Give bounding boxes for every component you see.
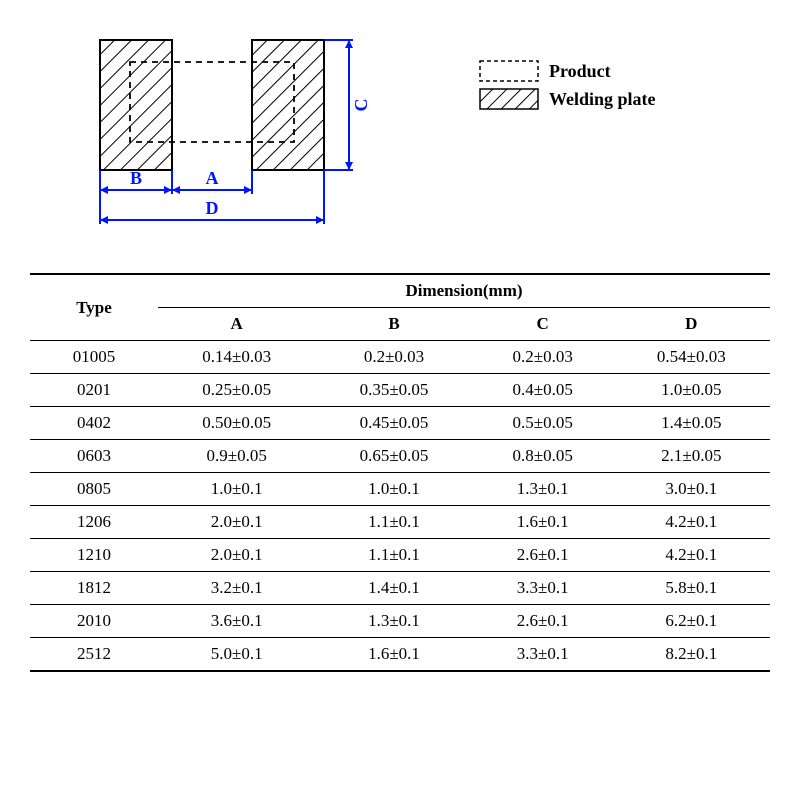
table-row: 010050.14±0.030.2±0.030.2±0.030.54±0.03 — [30, 341, 770, 374]
cell-B: 0.35±0.05 — [315, 374, 472, 407]
cell-type: 1210 — [30, 539, 158, 572]
cell-C: 3.3±0.1 — [473, 638, 613, 672]
cell-A: 5.0±0.1 — [158, 638, 315, 672]
table-row: 08051.0±0.11.0±0.11.3±0.13.0±0.1 — [30, 473, 770, 506]
cell-D: 3.0±0.1 — [613, 473, 770, 506]
legend-product: Product — [479, 60, 656, 82]
legend-product-label: Product — [549, 61, 611, 82]
svg-text:D: D — [206, 198, 219, 218]
cell-B: 1.4±0.1 — [315, 572, 472, 605]
diagram-svg: B AD C — [90, 30, 379, 240]
pad-diagram: B AD C — [90, 30, 379, 245]
cell-D: 8.2±0.1 — [613, 638, 770, 672]
table-row: 04020.50±0.050.45±0.050.5±0.051.4±0.05 — [30, 407, 770, 440]
cell-D: 5.8±0.1 — [613, 572, 770, 605]
cell-A: 0.50±0.05 — [158, 407, 315, 440]
cell-B: 1.1±0.1 — [315, 506, 472, 539]
cell-A: 0.25±0.05 — [158, 374, 315, 407]
legend-welding-label: Welding plate — [549, 89, 656, 110]
cell-type: 0805 — [30, 473, 158, 506]
col-A-header: A — [158, 308, 315, 341]
col-C-header: C — [473, 308, 613, 341]
cell-B: 0.65±0.05 — [315, 440, 472, 473]
cell-type: 0201 — [30, 374, 158, 407]
svg-text:C: C — [351, 99, 371, 112]
cell-D: 0.54±0.03 — [613, 341, 770, 374]
cell-type: 1812 — [30, 572, 158, 605]
table-row: 18123.2±0.11.4±0.13.3±0.15.8±0.1 — [30, 572, 770, 605]
cell-A: 2.0±0.1 — [158, 506, 315, 539]
cell-B: 1.0±0.1 — [315, 473, 472, 506]
cell-B: 1.3±0.1 — [315, 605, 472, 638]
cell-D: 6.2±0.1 — [613, 605, 770, 638]
cell-D: 1.4±0.05 — [613, 407, 770, 440]
cell-C: 1.3±0.1 — [473, 473, 613, 506]
col-B-header: B — [315, 308, 472, 341]
col-D-header: D — [613, 308, 770, 341]
cell-type: 0603 — [30, 440, 158, 473]
svg-text:A: A — [206, 168, 219, 188]
pad-left — [100, 40, 172, 170]
svg-text:B: B — [130, 168, 142, 188]
cell-D: 2.1±0.05 — [613, 440, 770, 473]
cell-type: 0402 — [30, 407, 158, 440]
table-row: 02010.25±0.050.35±0.050.4±0.051.0±0.05 — [30, 374, 770, 407]
cell-A: 0.14±0.03 — [158, 341, 315, 374]
cell-type: 2512 — [30, 638, 158, 672]
cell-type: 2010 — [30, 605, 158, 638]
cell-D: 1.0±0.05 — [613, 374, 770, 407]
cell-C: 3.3±0.1 — [473, 572, 613, 605]
cell-B: 1.6±0.1 — [315, 638, 472, 672]
cell-C: 2.6±0.1 — [473, 605, 613, 638]
cell-B: 0.45±0.05 — [315, 407, 472, 440]
table-row: 12062.0±0.11.1±0.11.6±0.14.2±0.1 — [30, 506, 770, 539]
cell-type: 1206 — [30, 506, 158, 539]
cell-A: 0.9±0.05 — [158, 440, 315, 473]
legend: Product Welding plate — [479, 60, 656, 116]
cell-C: 0.2±0.03 — [473, 341, 613, 374]
cell-A: 2.0±0.1 — [158, 539, 315, 572]
cell-A: 1.0±0.1 — [158, 473, 315, 506]
col-type-header: Type — [30, 274, 158, 341]
legend-welding: Welding plate — [479, 88, 656, 110]
col-dim-header: Dimension(mm) — [158, 274, 770, 308]
cell-B: 1.1±0.1 — [315, 539, 472, 572]
table-row: 20103.6±0.11.3±0.12.6±0.16.2±0.1 — [30, 605, 770, 638]
cell-D: 4.2±0.1 — [613, 506, 770, 539]
pad-right — [252, 40, 324, 170]
cell-C: 0.4±0.05 — [473, 374, 613, 407]
dimension-table: Type Dimension(mm) ABCD 010050.14±0.030.… — [30, 273, 770, 672]
cell-A: 3.6±0.1 — [158, 605, 315, 638]
table-row: 12102.0±0.11.1±0.12.6±0.14.2±0.1 — [30, 539, 770, 572]
cell-C: 2.6±0.1 — [473, 539, 613, 572]
cell-C: 0.5±0.05 — [473, 407, 613, 440]
cell-type: 01005 — [30, 341, 158, 374]
cell-B: 0.2±0.03 — [315, 341, 472, 374]
cell-D: 4.2±0.1 — [613, 539, 770, 572]
table-row: 25125.0±0.11.6±0.13.3±0.18.2±0.1 — [30, 638, 770, 672]
table-row: 06030.9±0.050.65±0.050.8±0.052.1±0.05 — [30, 440, 770, 473]
cell-A: 3.2±0.1 — [158, 572, 315, 605]
cell-C: 0.8±0.05 — [473, 440, 613, 473]
cell-C: 1.6±0.1 — [473, 506, 613, 539]
legend-welding-swatch — [479, 88, 539, 110]
legend-product-swatch — [479, 60, 539, 82]
